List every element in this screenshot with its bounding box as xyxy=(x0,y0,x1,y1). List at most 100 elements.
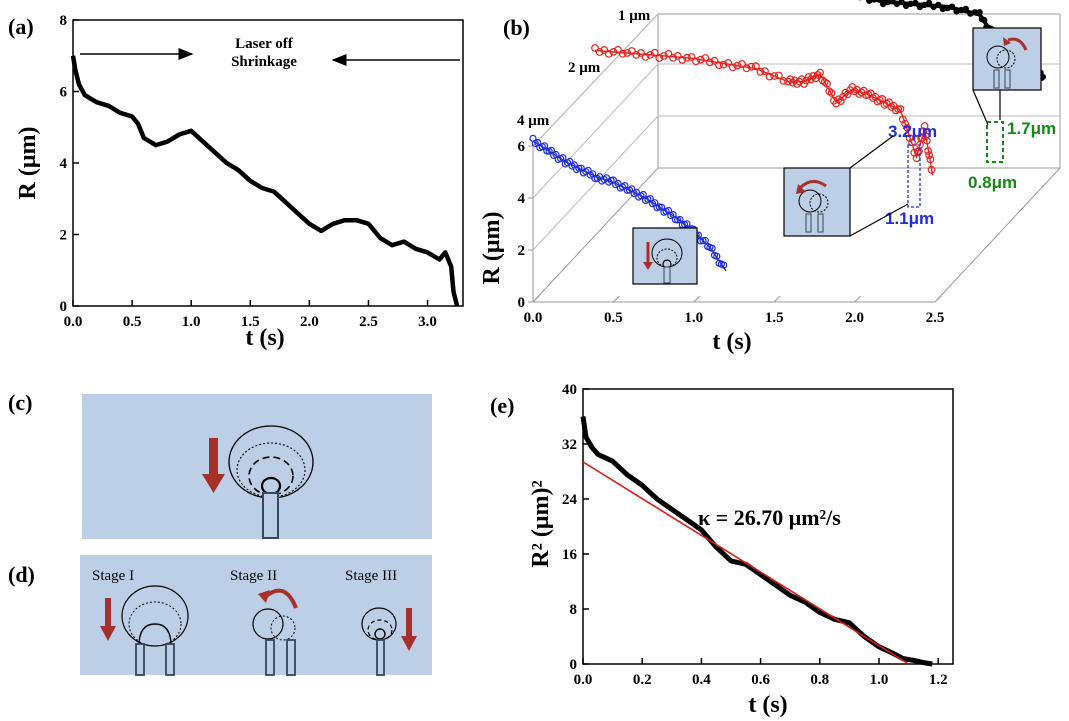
series-2um-point xyxy=(738,60,746,68)
panel-e-x-tick-label: 0.6 xyxy=(751,672,770,688)
series-2um-point xyxy=(724,59,733,67)
series-1um-point xyxy=(948,3,956,10)
series-4um-point xyxy=(591,174,599,183)
panel-a-series-line xyxy=(70,55,460,307)
series-2um-point xyxy=(859,86,868,95)
panel-e-x-tick-label: 0.4 xyxy=(692,672,711,688)
panel-label-b: (b) xyxy=(503,15,530,40)
inset-rotating-red xyxy=(783,135,909,237)
panel-b-y-tick-label: 6 xyxy=(518,139,526,155)
series-1um-point xyxy=(912,0,919,7)
series-2um-point xyxy=(820,78,829,86)
panel-label-a: (a) xyxy=(8,14,34,39)
panel-a-y-tick-label: 8 xyxy=(60,13,68,29)
panel-a-x-tick-label: 0.5 xyxy=(123,314,142,330)
series-2um-point xyxy=(623,49,632,57)
panel-e-x-axis-label: t (s) xyxy=(748,692,787,718)
panel-b-grid-6 xyxy=(532,13,659,147)
series-2um-point xyxy=(827,89,836,97)
panel-b-x-tick-label: 1.0 xyxy=(684,310,703,326)
panel-a-y-tick-label: 4 xyxy=(60,156,68,172)
series-4um-point xyxy=(701,236,709,245)
series-2um-point xyxy=(843,90,852,99)
series-2um-point xyxy=(924,146,932,155)
series-2um-point xyxy=(927,165,936,174)
panel-e-y-tick-label: 8 xyxy=(570,602,578,618)
series-2um-point xyxy=(609,48,618,56)
schematic-d: Stage I Stage II Stage III xyxy=(80,555,432,676)
panel-e-x-tick-label: 1.0 xyxy=(870,672,889,688)
series-2um-point xyxy=(655,54,664,62)
series-2um-point xyxy=(673,52,682,60)
series-2um-point xyxy=(715,61,723,69)
series-2um-point xyxy=(604,50,613,58)
series-1um-point xyxy=(875,0,882,2)
series-4um-point xyxy=(639,190,647,199)
series-2um-point xyxy=(747,62,756,71)
series-2um-point xyxy=(646,51,654,59)
panel-b-y-tick-label: 2 xyxy=(518,243,526,259)
inset-rotating-black xyxy=(972,27,1042,126)
stage-1-label: Stage I xyxy=(92,568,134,584)
stage-3-label: Stage III xyxy=(345,568,397,584)
series-2um-point xyxy=(898,115,907,124)
stage-1-arrow-icon xyxy=(100,626,116,641)
annotation-shrinkage: Shrinkage xyxy=(231,54,297,70)
panel-e-fit-line xyxy=(582,461,910,665)
series-2um-point xyxy=(591,44,599,52)
panel-e-x-tick-label: 0.2 xyxy=(633,672,652,688)
series-2um-point xyxy=(816,68,824,77)
series-2um-point xyxy=(751,62,760,71)
panel-a-y-tick-label: 0 xyxy=(60,299,68,315)
series-2um-point xyxy=(701,54,710,62)
panel-e-y-axis-label: R² (μm)² xyxy=(528,480,554,567)
annotation-0-8um: 0.8μm xyxy=(968,173,1017,192)
panel-label-d: (d) xyxy=(8,562,35,587)
panel-b-x-tick-label: 1.5 xyxy=(765,310,784,326)
series-2um-point xyxy=(770,72,779,80)
panel-b-x-tick-mark xyxy=(773,295,781,303)
panel-e-y-tick-label: 32 xyxy=(562,437,577,453)
panel-e-x-tick-label: 0.0 xyxy=(574,672,593,688)
series-4um-point xyxy=(575,164,583,172)
series-2um-point xyxy=(733,61,742,70)
series-2um-point xyxy=(627,47,636,55)
series-2um-point xyxy=(923,136,931,145)
inset-vertical-shrink xyxy=(632,227,698,285)
series-2um-point xyxy=(774,71,783,80)
annotation-3-2um: 3.2μm xyxy=(888,122,937,141)
panel-b-x-tick-mark xyxy=(934,295,942,303)
down-arrow-icon xyxy=(202,474,225,493)
stage-3-arrow-icon xyxy=(401,636,417,651)
series-2um xyxy=(591,44,936,176)
panel-b-x-tick-mark xyxy=(532,295,540,303)
series-2um-point xyxy=(641,53,650,61)
panel-b-x-tick-label: 2.0 xyxy=(845,310,864,326)
depth-label-4um: 4 μm xyxy=(517,113,550,129)
series-2um-point xyxy=(696,55,705,64)
series-2um-point xyxy=(920,122,929,130)
series-2um-point xyxy=(925,151,934,160)
series-2um-point xyxy=(683,53,691,62)
series-4um-point xyxy=(720,261,728,269)
series-2um-point xyxy=(710,56,719,65)
panel-a-y-tick-label: 6 xyxy=(60,85,68,101)
panel-b-grid-4 xyxy=(532,63,1060,199)
stage-2-rotate-arrow-icon xyxy=(258,590,270,603)
series-2um-point xyxy=(618,49,627,58)
panel-e-y-tick-label: 24 xyxy=(562,492,578,508)
panel-e-frame xyxy=(582,388,954,665)
panel-label-c: (c) xyxy=(8,390,32,415)
series-2um-point xyxy=(664,50,673,58)
kappa-annotation: κ = 26.70 μm²/s xyxy=(698,505,841,530)
series-2um-point xyxy=(896,105,905,113)
series-2um-point xyxy=(706,58,714,67)
series-2um-point xyxy=(765,72,774,81)
panel-b-x-tick-mark xyxy=(613,295,620,303)
series-2um-point xyxy=(825,87,834,96)
panel-a-x-tick-label: 3.0 xyxy=(418,314,437,330)
series-1um-point xyxy=(962,5,970,13)
series-2um-point xyxy=(637,49,645,57)
series-1um-point xyxy=(981,16,988,24)
